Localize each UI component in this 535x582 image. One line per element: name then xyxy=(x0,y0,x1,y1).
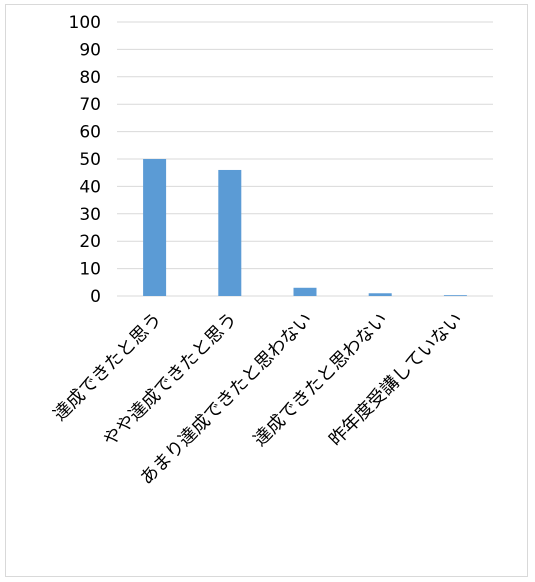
y-tick-label-90: 90 xyxy=(79,40,101,60)
bar-1 xyxy=(143,159,167,296)
y-axis-tick-labels: 0 10 20 30 40 50 60 70 80 90 100 xyxy=(69,13,101,307)
bar-4 xyxy=(368,293,392,296)
y-tick-label-40: 40 xyxy=(79,177,101,197)
x-category-label-5: 昨年度受講していない xyxy=(325,309,467,451)
y-tick-label-50: 50 xyxy=(79,150,101,170)
y-tick-label-10: 10 xyxy=(79,260,101,280)
bar-3 xyxy=(293,287,317,296)
y-tick-label-0: 0 xyxy=(90,287,101,307)
x-category-label-4: 達成できたと思わない xyxy=(250,309,392,451)
y-tick-label-100: 100 xyxy=(69,13,101,33)
chart-frame xyxy=(5,4,528,577)
y-tick-label-80: 80 xyxy=(79,68,101,88)
y-tick-label-60: 60 xyxy=(79,123,101,143)
x-axis-category-labels: 達成できたと思うやや達成できたと思うあまり達成できたと思わない達成できたと思わな… xyxy=(49,309,466,489)
bar-5 xyxy=(443,295,467,296)
y-tick-label-30: 30 xyxy=(79,205,101,225)
gridlines xyxy=(117,21,493,297)
bar-2 xyxy=(218,169,242,296)
x-category-label-2: やや達成できたと思う xyxy=(99,309,241,451)
y-tick-label-70: 70 xyxy=(79,95,101,115)
y-tick-label-20: 20 xyxy=(79,232,101,252)
bars xyxy=(143,159,467,296)
